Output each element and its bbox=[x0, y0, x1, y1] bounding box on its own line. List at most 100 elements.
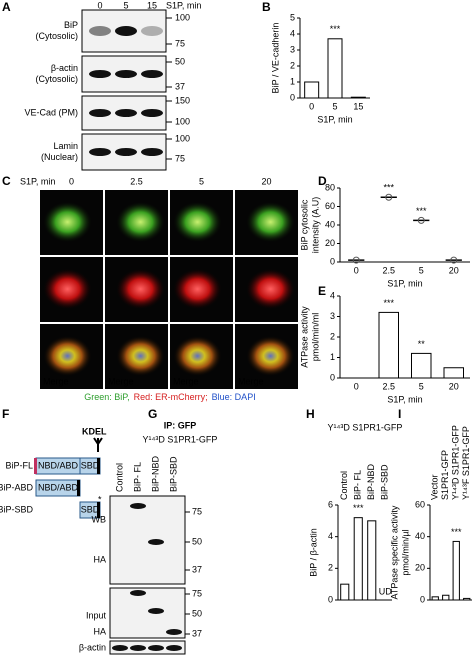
y-tick-label: 20 bbox=[415, 563, 425, 573]
lane-title: S1P, min bbox=[166, 0, 201, 10]
band bbox=[141, 26, 163, 36]
y-axis-label: BiP / β-actin bbox=[308, 528, 318, 577]
y-tick-label: 40 bbox=[325, 219, 335, 229]
cell bbox=[116, 269, 165, 309]
legend-entry: Green: BiP, bbox=[84, 392, 129, 402]
y-tick-label: 2 bbox=[328, 563, 333, 573]
column-label: 5 bbox=[199, 176, 204, 186]
significance: *** bbox=[451, 527, 462, 537]
y-axis-label: ATPase activity bbox=[299, 306, 309, 368]
band bbox=[115, 70, 137, 78]
row-label: (Nuclear) bbox=[41, 152, 78, 162]
legend-entry: Blue: DAPI bbox=[212, 392, 256, 402]
band bbox=[141, 148, 163, 156]
dot bbox=[417, 216, 425, 224]
band bbox=[89, 109, 111, 117]
star: * bbox=[98, 494, 102, 504]
x-tick-label: 5 bbox=[332, 101, 337, 111]
band bbox=[166, 629, 182, 635]
significance: *** bbox=[416, 206, 427, 216]
x-tick-label: 20 bbox=[449, 381, 459, 391]
cell bbox=[246, 269, 295, 309]
significance: *** bbox=[330, 24, 341, 34]
lane-label: 15 bbox=[147, 0, 157, 10]
dot bbox=[352, 256, 360, 264]
dot-group bbox=[413, 216, 430, 224]
y-tick-label: 1 bbox=[290, 76, 295, 86]
lane-title: S1P, min bbox=[20, 176, 55, 186]
y-tick-label: 0 bbox=[290, 92, 295, 102]
marker-label: 37 bbox=[175, 81, 185, 91]
end-cap bbox=[97, 502, 100, 518]
dot bbox=[385, 193, 393, 201]
merge-label: Merge bbox=[238, 376, 264, 386]
chart-title: Y¹⁴³D S1PR1-GFP bbox=[328, 422, 403, 432]
band bbox=[148, 539, 164, 545]
panel-label: B bbox=[262, 0, 271, 14]
x-tick-label: BiP-SBD bbox=[380, 464, 390, 500]
y-tick-label: 60 bbox=[415, 499, 425, 509]
blot-label: HA bbox=[93, 554, 106, 564]
x-tick-label: 20 bbox=[449, 265, 459, 275]
lane-label: BiP-NBD bbox=[150, 455, 160, 492]
construct-name: BiP-ABD bbox=[0, 482, 33, 492]
cell bbox=[246, 202, 295, 242]
marker-label: 75 bbox=[175, 153, 185, 163]
y-axis-label: pmol/min/ml bbox=[310, 313, 320, 362]
signal bbox=[34, 458, 37, 474]
blot bbox=[109, 640, 186, 655]
bar bbox=[411, 352, 432, 379]
cell bbox=[43, 202, 92, 242]
cell bbox=[173, 336, 222, 376]
y-tick-label: 0 bbox=[420, 594, 425, 604]
y-axis-label: ATPase specific activity bbox=[389, 505, 399, 599]
marker-label: 37 bbox=[192, 564, 202, 574]
blot-label: HA bbox=[93, 626, 106, 636]
x-tick-label: 0 bbox=[354, 265, 359, 275]
lane-label: Control bbox=[114, 463, 124, 492]
end-cap bbox=[77, 480, 80, 496]
row-label: VE-Cad (PM) bbox=[24, 107, 78, 117]
end-cap bbox=[97, 458, 100, 474]
y-tick-label: 60 bbox=[325, 201, 335, 211]
cell bbox=[246, 336, 295, 376]
y-tick-label: 5 bbox=[290, 12, 295, 22]
row-label: Lamin bbox=[53, 141, 78, 151]
construct-label: Y¹⁴³D S1PR1-GFP bbox=[143, 434, 218, 444]
x-tick-label: BiP-NBD bbox=[366, 463, 376, 500]
marker-label: 100 bbox=[175, 116, 190, 126]
cell bbox=[43, 336, 92, 376]
x-tick-label: 0 bbox=[354, 381, 359, 391]
merge-label: Merge bbox=[173, 376, 199, 386]
cell bbox=[173, 269, 222, 309]
marker-label: 100 bbox=[175, 133, 190, 143]
lane-label: 0 bbox=[97, 0, 102, 10]
y-tick-label: 4 bbox=[290, 28, 295, 38]
marker-label: 75 bbox=[192, 588, 202, 598]
dot-group bbox=[445, 256, 462, 264]
band bbox=[89, 26, 111, 36]
panel-label: A bbox=[2, 0, 11, 14]
bar bbox=[327, 38, 343, 99]
y-axis-label: intensity (A.U) bbox=[310, 197, 320, 254]
x-tick-label: 5 bbox=[419, 381, 424, 391]
lane-label: BiP- FL bbox=[132, 462, 142, 492]
row-label: BiP bbox=[64, 20, 78, 30]
marker-label: 50 bbox=[192, 608, 202, 618]
merge-label: Merge bbox=[43, 376, 69, 386]
band bbox=[130, 503, 146, 509]
y-tick-label: 2 bbox=[290, 60, 295, 70]
blot-label: WB bbox=[92, 514, 107, 524]
band bbox=[148, 608, 164, 614]
legend-entry: Red: ER-mCherry; bbox=[134, 392, 208, 402]
marker-label: 75 bbox=[192, 506, 202, 516]
value-label: UD bbox=[379, 586, 392, 596]
cell bbox=[43, 269, 92, 309]
y-tick-label: 80 bbox=[325, 182, 335, 192]
bar bbox=[378, 311, 399, 379]
bar bbox=[442, 594, 450, 601]
y-tick-label: 1 bbox=[330, 352, 335, 362]
marker-label: 50 bbox=[192, 536, 202, 546]
x-axis-label: S1P, min bbox=[317, 114, 352, 124]
